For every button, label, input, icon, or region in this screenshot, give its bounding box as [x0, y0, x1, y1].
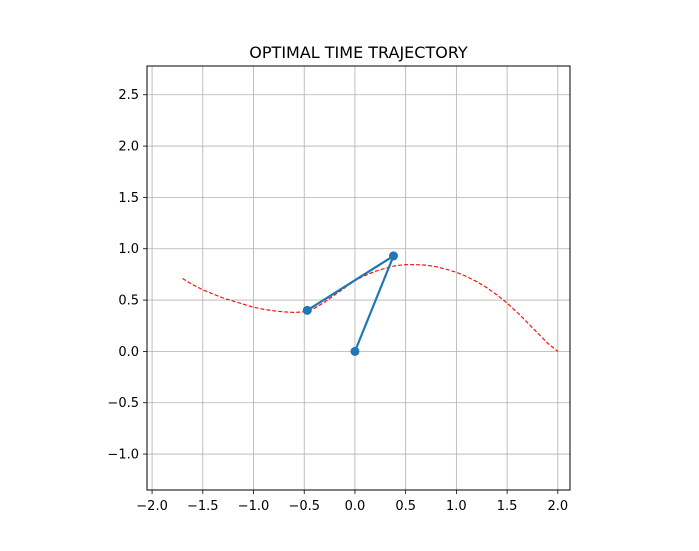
x-tick-label: 1.0	[446, 499, 467, 514]
x-tick-label: −0.5	[288, 499, 320, 514]
y-tick-label: −0.5	[107, 396, 139, 411]
plot-series	[182, 251, 559, 356]
y-tick-label: 1.0	[118, 242, 139, 257]
data-point	[302, 305, 312, 315]
axes-frame	[146, 65, 571, 491]
trajectory-line	[182, 264, 559, 352]
data-point	[350, 346, 360, 356]
y-axis: −1.0 −0.5 0.0 0.5 1.0 1.5 2.0 2.5	[107, 88, 147, 463]
data-point	[388, 251, 398, 261]
x-tick-label: 0.5	[395, 499, 416, 514]
chart-title: OPTIMAL TIME TRAJECTORY	[249, 43, 468, 62]
x-axis: −2.0 −1.5 −1.0 −0.5 0.0 0.5 1.0 1.5 2.0	[136, 490, 568, 514]
y-tick-label: 2.5	[118, 88, 139, 103]
x-tick-label: −1.5	[187, 499, 219, 514]
y-tick-label: −1.0	[107, 448, 139, 463]
grid-lines	[147, 66, 570, 490]
x-tick-label: −2.0	[136, 499, 168, 514]
x-tick-label: 0.0	[345, 499, 366, 514]
y-tick-label: 2.0	[118, 140, 139, 155]
x-tick-label: 2.0	[547, 499, 568, 514]
x-tick-label: 1.5	[497, 499, 518, 514]
y-tick-label: 0.5	[118, 294, 139, 309]
x-tick-label: −1.0	[238, 499, 270, 514]
y-tick-label: 1.5	[118, 191, 139, 206]
y-tick-label: 0.0	[118, 345, 139, 360]
